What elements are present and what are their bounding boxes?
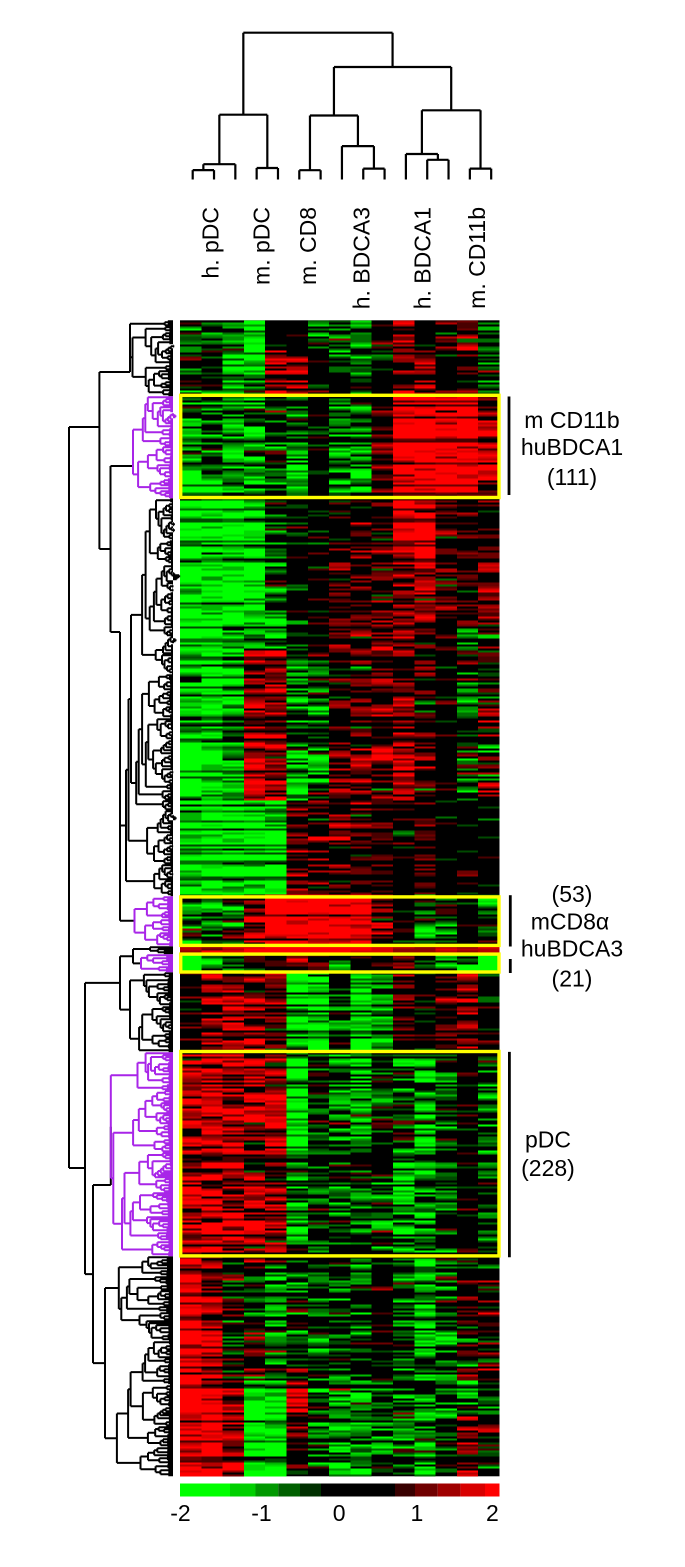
svg-text:h. BDCA1: h. BDCA1 bbox=[409, 207, 435, 309]
svg-text:(53): (53) bbox=[552, 881, 593, 907]
svg-text:h. pDC: h. pDC bbox=[197, 207, 223, 279]
svg-text:m. CD11b: m. CD11b bbox=[464, 207, 490, 309]
svg-text:-1: -1 bbox=[251, 1500, 271, 1526]
svg-text:-2: -2 bbox=[170, 1500, 190, 1526]
svg-text:1: 1 bbox=[411, 1500, 424, 1526]
svg-text:h. BDCA3: h. BDCA3 bbox=[348, 207, 374, 309]
svg-text:huBDCA1: huBDCA1 bbox=[521, 434, 623, 460]
svg-text:(21): (21) bbox=[552, 966, 593, 992]
svg-text:pDC: pDC bbox=[525, 1127, 571, 1153]
svg-text:m CD11b: m CD11b bbox=[524, 407, 619, 433]
svg-text:(111): (111) bbox=[547, 464, 597, 490]
svg-text:mCD8α: mCD8α bbox=[531, 909, 609, 935]
svg-text:2: 2 bbox=[486, 1500, 499, 1526]
svg-text:huBDCA3: huBDCA3 bbox=[521, 936, 623, 962]
svg-text:0: 0 bbox=[333, 1500, 346, 1526]
svg-text:m. CD8: m. CD8 bbox=[295, 207, 321, 285]
svg-text:(228): (228) bbox=[521, 1155, 575, 1181]
svg-text:m. pDC: m. pDC bbox=[248, 207, 274, 285]
